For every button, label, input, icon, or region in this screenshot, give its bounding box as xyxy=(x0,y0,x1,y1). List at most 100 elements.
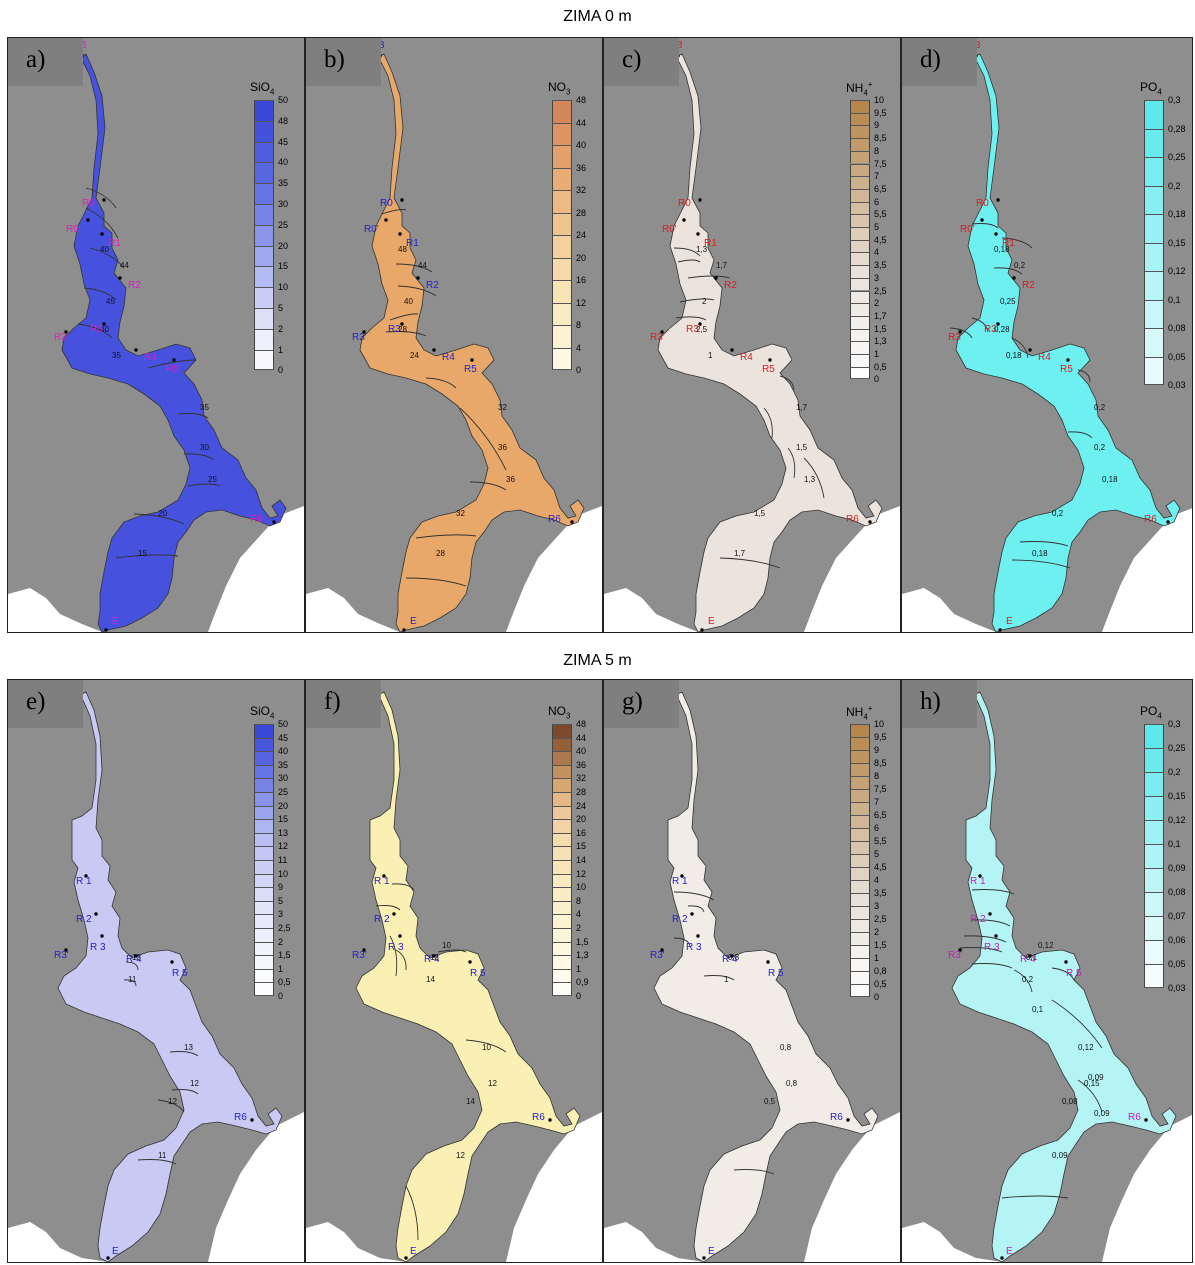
legend-tick-label: 0,9 xyxy=(576,977,589,988)
legend-color-cell xyxy=(1144,868,1164,892)
station-marker xyxy=(104,628,108,632)
isoline xyxy=(381,209,407,215)
legend-tick-label: 44 xyxy=(576,117,587,128)
legend-tick-label: 0,25 xyxy=(1168,152,1186,162)
legend-tick-label: 25 xyxy=(278,219,289,230)
station-label: R 3 xyxy=(90,942,106,953)
legend-tick-label: 0,5 xyxy=(874,979,887,989)
isoline-label: 0,2 xyxy=(1022,975,1034,984)
legend-color-cell xyxy=(254,846,274,860)
legend-tick-label: 0,05 xyxy=(1168,351,1186,362)
legend-tick-label: 0,07 xyxy=(1168,911,1186,921)
legend-color-cell xyxy=(254,751,274,765)
legend-color-cell xyxy=(1144,940,1164,964)
isoline xyxy=(687,275,731,279)
legend-tick-label: 2 xyxy=(278,323,284,334)
station-marker xyxy=(846,1118,850,1122)
shoreline-land-1 xyxy=(902,588,996,632)
station-label: R0 xyxy=(678,198,691,209)
isoline-label: 14 xyxy=(466,1097,475,1106)
panel-letter: d) xyxy=(902,38,977,86)
legend-tick-label: 3 xyxy=(874,901,880,911)
station-label: R0' xyxy=(662,224,677,235)
station-label: B xyxy=(378,40,385,51)
shoreline-land-1 xyxy=(306,588,400,632)
legend-tick-label: 0 xyxy=(576,991,582,1001)
station-marker xyxy=(690,912,694,916)
station-marker xyxy=(470,358,474,362)
isoline xyxy=(389,935,398,977)
station-marker xyxy=(714,276,718,280)
lake-water-body xyxy=(359,53,585,632)
station-label: R5 xyxy=(1060,364,1073,375)
legend-color-cell xyxy=(850,854,870,867)
legend-color-cell xyxy=(850,163,870,177)
isoline-label: 0,8 xyxy=(728,953,740,962)
station-label: R1 xyxy=(1002,238,1015,249)
isoline-label: 36 xyxy=(498,443,507,452)
legend-color-cell xyxy=(552,860,572,874)
legend-color-cell xyxy=(552,914,572,928)
legend-color-cell xyxy=(254,724,274,738)
station-label: R 4 xyxy=(126,954,142,965)
isoline xyxy=(673,247,701,257)
legend-color-cell xyxy=(1144,214,1164,243)
legend-tick-label: 7,5 xyxy=(874,158,887,169)
panel-letter-text: d) xyxy=(920,46,941,73)
station-label: R6 xyxy=(1144,514,1157,525)
legend-color-cell xyxy=(1144,128,1164,157)
legend-color-cell xyxy=(552,190,572,213)
station-marker xyxy=(696,232,700,236)
legend-tick-label: 0,5 xyxy=(278,977,291,988)
legend-tick-label: 6,5 xyxy=(874,810,887,820)
shoreline-land-1 xyxy=(8,1222,108,1262)
legend-tick-label: 36 xyxy=(576,162,587,173)
legend-color-cell xyxy=(552,805,572,820)
isoline xyxy=(1001,237,1033,249)
legend-color-cell xyxy=(850,176,870,189)
station-marker xyxy=(1166,520,1170,524)
legend-color-cell xyxy=(1144,242,1164,271)
station-marker xyxy=(432,954,436,958)
isoline-label: 12 xyxy=(456,1151,465,1160)
station-marker xyxy=(698,322,702,326)
legend-tick-label: 1,3 xyxy=(874,336,887,347)
isoline xyxy=(397,285,437,297)
station-label: R 4 xyxy=(424,954,440,965)
station-label: R 4 xyxy=(1020,954,1036,965)
panel-letter-text: f) xyxy=(324,688,341,715)
legend-tick-label: 0,06 xyxy=(1168,935,1186,945)
legend-tick-label: 1,5 xyxy=(874,940,887,950)
legend-color-cell xyxy=(254,778,274,792)
legend-color-cell xyxy=(1144,356,1164,385)
legend-color-cell xyxy=(850,789,870,802)
legend-color-cell xyxy=(254,328,274,350)
isoline-label: 20 xyxy=(158,509,167,518)
legend-tick-label: 32 xyxy=(576,773,587,784)
lake-map: 0,18 0,2 0,25 0,28 0,2 0,2 0,18 0,2 0,18 0,18 B R0 R… xyxy=(902,40,1192,632)
lake-water-body xyxy=(355,691,581,1262)
isoline xyxy=(687,905,705,913)
isoline-label: 2,5 xyxy=(696,325,708,334)
row-title-bottom: ZIMA 5 m xyxy=(563,652,632,669)
legend-color-cell xyxy=(552,145,572,168)
station-label: R 1 xyxy=(672,876,688,887)
legend-color-cell xyxy=(1144,796,1164,820)
isoline xyxy=(719,557,781,569)
legend-tick-label: 28 xyxy=(576,787,587,797)
legend-color-cell xyxy=(850,125,870,139)
legend-tick-label: 1,5 xyxy=(576,936,589,947)
legend-tick-label: 0,12 xyxy=(1168,815,1186,825)
legend-tick-label: 5 xyxy=(874,222,880,232)
isoline-label: 0,2 xyxy=(1052,509,1064,518)
isoline-label: 32 xyxy=(456,509,465,518)
isoline xyxy=(85,187,117,209)
station-marker xyxy=(660,948,664,952)
legend-color-cell xyxy=(850,737,870,750)
legend-tick-label: 20 xyxy=(576,252,587,263)
station-marker xyxy=(1144,1118,1148,1122)
isoline xyxy=(673,891,715,901)
legend-tick-label: 15 xyxy=(278,814,289,825)
station-label: R3' xyxy=(54,332,69,343)
legend-tick-label: 0,15 xyxy=(1168,791,1186,801)
